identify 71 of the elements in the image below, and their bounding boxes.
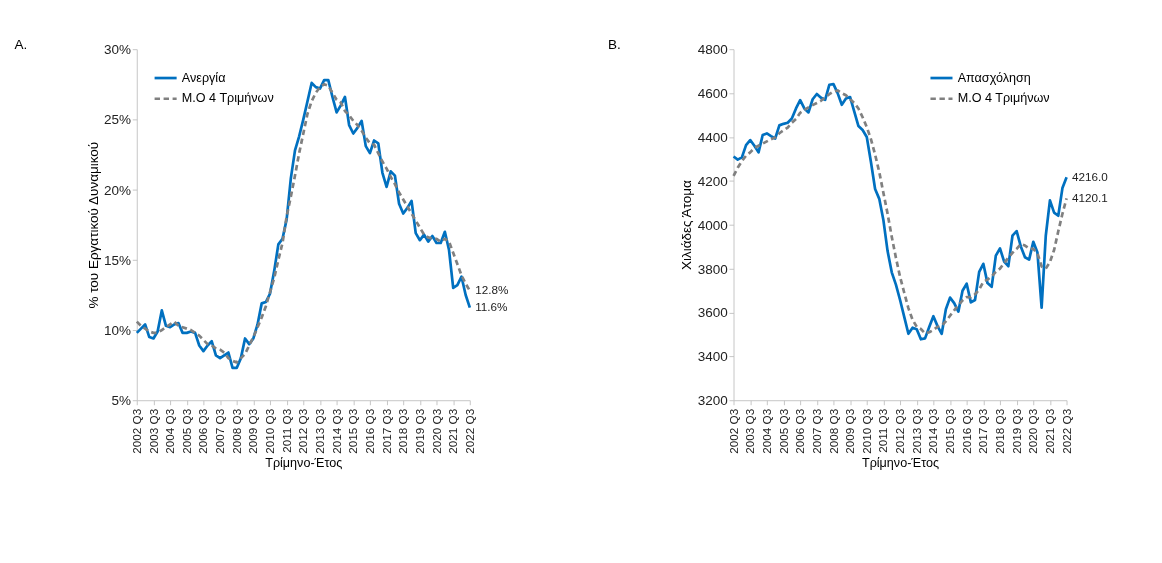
x-tick-label: 2002 Q3 [129,408,143,454]
y-tick-label: 4200 [697,173,728,189]
x-tick-label: 2022 Q3 [1059,408,1073,454]
y-tick-label: 5% [111,393,131,409]
x-tick-label: 2018 Q3 [396,408,410,454]
x-tick-label: 2013 Q3 [313,408,327,454]
x-tick-label: 2004 Q3 [759,408,773,454]
x-axis-title: Τρίμηνο-Έτος [265,456,343,471]
x-tick-label: 2011 Q3 [279,408,293,453]
y-tick-label: 20% [103,182,131,198]
y-tick-label: 4800 [697,42,728,58]
x-tick-label: 2005 Q3 [776,408,790,454]
y-tick-label: 25% [103,112,131,128]
legend-label: Απασχόληση [957,70,1031,85]
y-tick-label: 3200 [697,393,728,409]
y-tick-label: 15% [103,252,131,268]
x-tick-label: 2004 Q3 [163,408,177,454]
x-tick-label: 2021 Q3 [446,408,460,454]
x-tick-label: 2015 Q3 [943,408,957,454]
x-tick-label: 2013 Q3 [909,408,923,454]
x-tick-label: 2020 Q3 [1026,408,1040,454]
x-tick-label: 2002 Q3 [726,408,740,454]
x-tick-label: 2014 Q3 [926,408,940,454]
x-tick-label: 2020 Q3 [429,408,443,454]
x-tick-label: 2018 Q3 [993,408,1007,454]
x-tick-label: 2016 Q3 [959,408,973,454]
x-tick-label: 2017 Q3 [379,408,393,454]
text: B. [608,37,621,53]
x-tick-label: 2012 Q3 [296,408,310,454]
y-tick-label: 3400 [697,349,728,365]
x-tick-label: 2007 Q3 [213,408,227,454]
y-tick-label: 30% [103,42,131,58]
x-tick-label: 2016 Q3 [362,408,376,454]
y-tick-label: 4400 [697,129,728,145]
x-tick-label: 2014 Q3 [329,408,343,454]
x-tick-label: 2008 Q3 [229,408,243,454]
x-tick-label: 2007 Q3 [809,408,823,454]
data-label: 11.6% [475,300,508,314]
legend-label: Μ.Ο 4 Τριμήνων [181,91,274,106]
x-axis-title: Τρίμηνο-Έτος [861,456,940,471]
x-tick-label: 2015 Q3 [346,408,360,454]
y-tick-label: 3600 [697,305,728,321]
x-tick-label: 2003 Q3 [743,408,757,454]
x-tick-label: 2003 Q3 [146,408,160,454]
data-label: 12.8% [475,283,509,297]
data-label: 4216.0 [1071,169,1109,183]
legend-label: Ανεργία [181,70,226,85]
x-tick-label: 2011 Q3 [876,408,890,453]
y-tick-label: 10% [103,323,131,339]
data-label: 4120.1 [1071,191,1108,204]
y-axis-title: Χιλιάδες Άτομα [679,180,695,271]
x-tick-label: 2006 Q3 [793,408,807,454]
legend-label: Μ.Ο 4 Τριμήνων [957,91,1050,106]
x-tick-label: 2019 Q3 [1009,408,1023,454]
x-tick-label: 2009 Q3 [843,408,857,454]
y-tick-label: 3800 [697,261,728,277]
x-tick-label: 2017 Q3 [976,408,990,454]
x-tick-label: 2006 Q3 [196,408,210,454]
y-axis-title: % του Εργατικού Δυναμικού [85,141,101,309]
x-tick-label: 2022 Q3 [462,408,476,454]
x-tick-label: 2010 Q3 [263,408,277,454]
y-tick-label: 4600 [697,86,728,102]
text: A. [14,37,28,53]
x-tick-label: 2021 Q3 [1042,408,1056,454]
x-tick-label: 2008 Q3 [826,408,840,454]
x-tick-label: 2012 Q3 [893,408,907,454]
x-tick-label: 2005 Q3 [179,408,193,454]
x-tick-label: 2010 Q3 [859,408,873,454]
x-tick-label: 2019 Q3 [412,408,426,454]
x-tick-label: 2009 Q3 [246,408,260,454]
y-tick-label: 4000 [697,217,728,233]
